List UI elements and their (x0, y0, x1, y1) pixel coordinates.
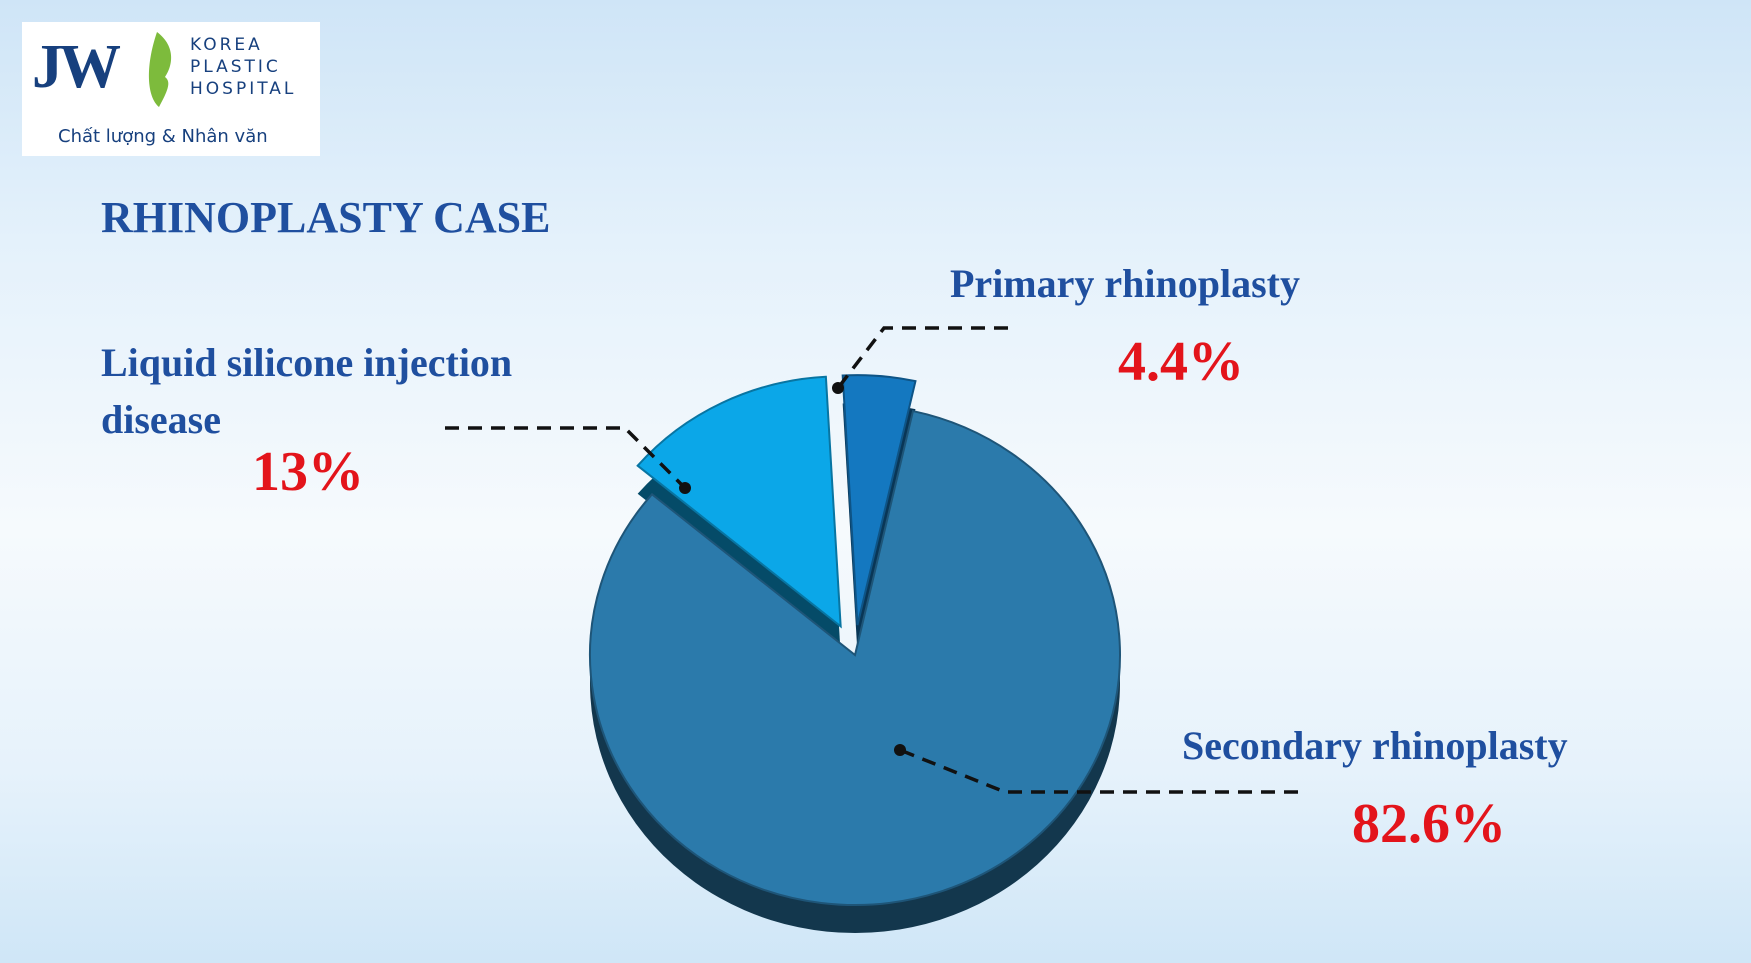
value-label: 13% (252, 441, 364, 503)
slice (841, 374, 917, 626)
category-label: Liquid silicone injection disease (101, 340, 513, 442)
logo-text: HOSPITAL (190, 79, 297, 99)
leader-line (836, 326, 1008, 390)
leader-line (445, 426, 687, 490)
value-label: 4.4% (1118, 331, 1244, 393)
category-label: Secondary rhinoplasty (1182, 723, 1568, 768)
logo-text: PLASTIC (190, 57, 281, 77)
logo-face (148, 32, 172, 107)
value-label: 82.6% (1352, 793, 1506, 855)
category-label: Primary rhinoplasty (950, 261, 1300, 306)
logo-slogan: Chất lượng & Nhân văn (58, 126, 268, 147)
leader-dot (679, 482, 691, 494)
slice (589, 409, 1121, 906)
leader-line (899, 748, 1298, 794)
chart-title: RHINOPLASTY CASE (101, 193, 551, 242)
logo-mark: JW (32, 33, 121, 101)
leader-dot (894, 744, 906, 756)
leader-dot (832, 382, 844, 394)
logo-text: KOREA (190, 35, 263, 55)
logo: JW KOREA PLASTIC HOSPITAL Chất lượng & N… (22, 22, 320, 156)
